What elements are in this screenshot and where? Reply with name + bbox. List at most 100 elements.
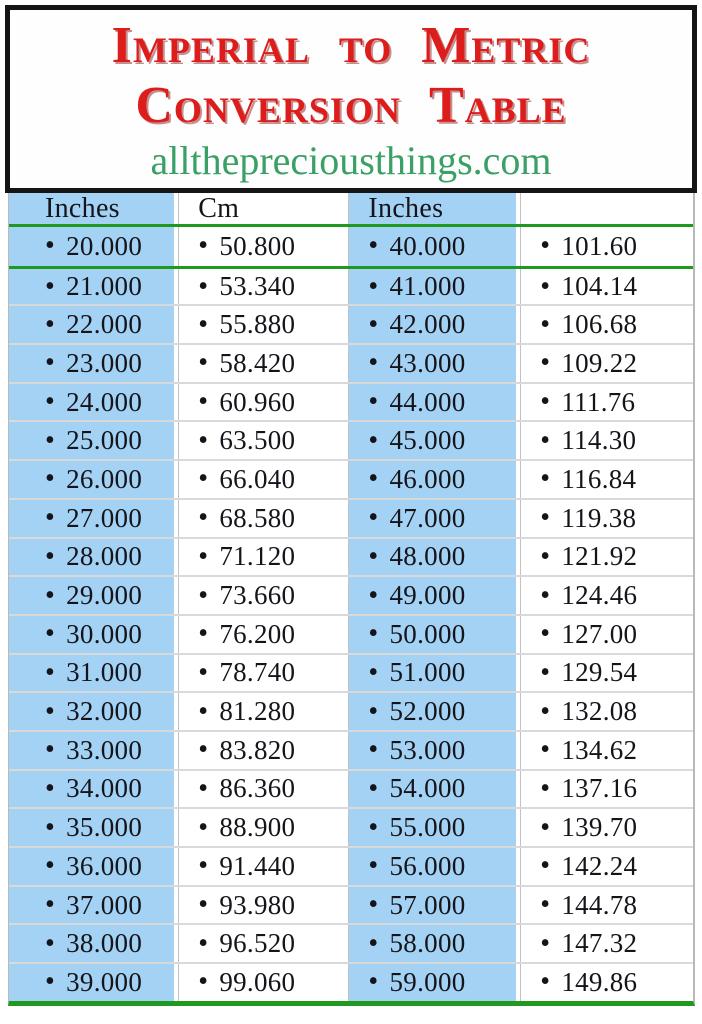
inches-value-right: 45.000	[389, 425, 466, 456]
bullet-icon: •	[198, 230, 209, 262]
cell-inches-right: • 57.000	[344, 886, 517, 924]
cm-value-right: 127.00	[561, 618, 638, 649]
inches-value-left: 39.000	[66, 966, 143, 997]
bullet-icon: •	[368, 966, 379, 998]
cm-value-right: 139.70	[561, 812, 638, 843]
bullet-icon: •	[45, 734, 56, 766]
cell-inches-right: • 42.000	[344, 306, 517, 344]
inches-value-left: 36.000	[66, 850, 143, 881]
cell-cm-right: • 121.92	[516, 538, 693, 576]
bullet-icon: •	[45, 230, 56, 262]
bullet-icon: •	[368, 270, 379, 302]
cell-cm-right: • 104.14	[516, 268, 693, 305]
bullet-icon: •	[45, 966, 56, 998]
cell-inches-left: • 27.000	[9, 499, 175, 537]
cm-value-right: 142.24	[561, 850, 638, 881]
bullet-icon: •	[368, 618, 379, 650]
cm-value-left: 50.800	[219, 230, 296, 261]
cm-value-left: 99.060	[219, 966, 296, 997]
inches-value-left: 38.000	[66, 928, 143, 959]
cell-cm-right: • 116.84	[516, 461, 693, 498]
cell-cm-right: • 106.68	[516, 306, 693, 344]
bullet-icon: •	[368, 579, 379, 611]
cell-cm-right: • 109.22	[516, 345, 693, 382]
column-header-cm-left: Cm	[174, 193, 345, 224]
cell-cm-left: • 60.960	[174, 383, 345, 421]
cell-inches-right: • 50.000	[344, 615, 517, 653]
cell-inches-right: • 53.000	[344, 731, 517, 769]
cell-cm-left: • 58.420	[174, 345, 345, 382]
bullet-icon: •	[540, 966, 551, 998]
bullet-icon: •	[198, 579, 209, 611]
cm-value-left: 71.120	[219, 541, 296, 572]
table-row: • 32.000 • 81.280 • 52.000 • 132.08	[9, 691, 693, 730]
bullet-icon: •	[45, 579, 56, 611]
cell-cm-right: • 127.00	[516, 615, 693, 653]
bullet-icon: •	[540, 850, 551, 882]
bullet-icon: •	[45, 618, 56, 650]
bullet-icon: •	[45, 463, 56, 495]
cm-value-right: 147.32	[561, 928, 638, 959]
inches-value-left: 27.000	[66, 502, 143, 533]
bullet-icon: •	[198, 695, 209, 727]
cell-cm-right: • 134.62	[516, 731, 693, 769]
inches-value-right: 51.000	[389, 657, 466, 688]
bullet-icon: •	[198, 734, 209, 766]
column-header-inches-right: Inches	[344, 193, 517, 224]
cell-cm-left: • 63.500	[174, 422, 345, 460]
cell-cm-right: • 149.86	[516, 964, 693, 1001]
cell-cm-left: • 83.820	[174, 731, 345, 769]
cell-inches-left: • 31.000	[9, 654, 175, 692]
table-header-row: Inches Cm Inches	[9, 193, 693, 227]
table-body: • 20.000 • 50.800 • 40.000 • 101.60 • 21…	[9, 227, 693, 1001]
cell-inches-left: • 26.000	[9, 461, 175, 498]
inches-value-left: 37.000	[66, 889, 143, 920]
cell-inches-right: • 51.000	[344, 654, 517, 692]
bullet-icon: •	[368, 347, 379, 379]
bullet-icon: •	[368, 695, 379, 727]
cell-inches-right: • 59.000	[344, 964, 517, 1001]
inches-value-right: 42.000	[389, 309, 466, 340]
table-row: • 29.000 • 73.660 • 49.000 • 124.46	[9, 575, 693, 614]
bullet-icon: •	[368, 424, 379, 456]
bullet-icon: •	[198, 270, 209, 302]
inches-value-right: 57.000	[389, 889, 466, 920]
cell-cm-left: • 88.900	[174, 809, 345, 846]
inches-value-left: 31.000	[66, 657, 143, 688]
title-banner: Imperial to Metric Conversion Table allt…	[5, 5, 697, 193]
cell-cm-left: • 66.040	[174, 461, 345, 498]
cell-inches-left: • 24.000	[9, 383, 175, 421]
cell-cm-left: • 86.360	[174, 770, 345, 808]
cm-value-right: 124.46	[561, 580, 638, 611]
cell-cm-left: • 78.740	[174, 654, 345, 692]
bullet-icon: •	[45, 424, 56, 456]
bullet-icon: •	[198, 927, 209, 959]
cell-inches-left: • 22.000	[9, 306, 175, 344]
bullet-icon: •	[540, 270, 551, 302]
cm-value-right: 119.38	[561, 502, 637, 533]
bullet-icon: •	[198, 463, 209, 495]
inches-value-right: 54.000	[389, 773, 466, 804]
inches-value-right: 58.000	[389, 928, 466, 959]
bullet-icon: •	[198, 540, 209, 572]
bullet-icon: •	[540, 463, 551, 495]
cm-value-right: 111.76	[561, 386, 636, 417]
inches-value-right: 40.000	[389, 230, 466, 261]
cell-cm-left: • 53.340	[174, 268, 345, 305]
cell-cm-left: • 96.520	[174, 925, 345, 963]
cm-value-left: 83.820	[219, 734, 296, 765]
inches-value-right: 43.000	[389, 347, 466, 378]
table-row: • 25.000 • 63.500 • 45.000 • 114.30	[9, 420, 693, 460]
bullet-icon: •	[45, 540, 56, 572]
cm-value-left: 73.660	[219, 580, 296, 611]
cell-inches-left: • 38.000	[9, 925, 175, 963]
inches-value-left: 34.000	[66, 773, 143, 804]
inches-value-right: 56.000	[389, 850, 466, 881]
cell-inches-right: • 48.000	[344, 538, 517, 576]
bullet-icon: •	[368, 502, 379, 534]
cm-value-left: 88.900	[219, 812, 296, 843]
cell-cm-right: • 101.60	[516, 227, 693, 266]
cm-value-left: 58.420	[219, 347, 296, 378]
cm-value-left: 91.440	[219, 850, 296, 881]
website-url: allthepreciousthings.com	[150, 138, 552, 183]
